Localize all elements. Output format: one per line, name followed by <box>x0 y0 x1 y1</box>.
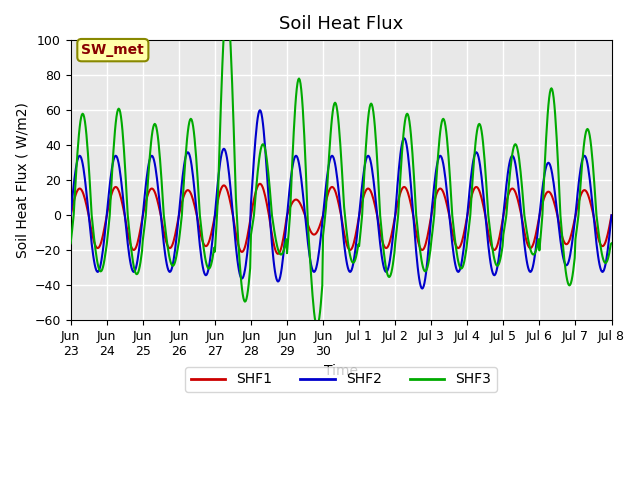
SHF3 <box>223 2 231 8</box>
Legend: SHF1, SHF2, SHF3: SHF1, SHF2, SHF3 <box>185 367 497 392</box>
SHF3 <box>209 255 216 261</box>
Y-axis label: Soil Heat Flux ( W/m2): Soil Heat Flux ( W/m2) <box>15 102 29 258</box>
SHF1 <box>256 181 264 187</box>
SHF2 <box>559 256 567 262</box>
SHF1 <box>186 188 193 194</box>
SHF2 <box>440 165 448 171</box>
Line: SHF2: SHF2 <box>70 110 611 288</box>
SHF1 <box>559 238 567 243</box>
SHF1 <box>67 213 74 218</box>
SHF2 <box>607 213 615 218</box>
SHF2 <box>386 257 394 263</box>
SHF3 <box>559 248 567 253</box>
Title: Soil Heat Flux: Soil Heat Flux <box>279 15 403 33</box>
SHF2 <box>256 108 264 113</box>
SHF3 <box>186 119 193 125</box>
Line: SHF3: SHF3 <box>70 5 611 326</box>
SHF2 <box>333 176 341 182</box>
SHF3 <box>313 323 321 329</box>
SHF1 <box>209 224 216 230</box>
SHF1 <box>387 236 394 241</box>
SHF2 <box>209 235 216 241</box>
SHF3 <box>334 114 342 120</box>
SHF1 <box>607 213 615 218</box>
SHF2 <box>419 286 426 291</box>
SHF3 <box>440 117 448 122</box>
SHF1 <box>274 251 282 257</box>
SHF2 <box>186 152 193 157</box>
SHF1 <box>440 191 448 197</box>
Text: SW_met: SW_met <box>81 43 144 57</box>
Line: SHF1: SHF1 <box>70 184 611 254</box>
SHF1 <box>334 198 342 204</box>
X-axis label: Time: Time <box>324 364 358 378</box>
SHF2 <box>67 213 74 218</box>
SHF3 <box>607 240 615 246</box>
SHF3 <box>387 272 394 278</box>
SHF3 <box>67 240 74 246</box>
